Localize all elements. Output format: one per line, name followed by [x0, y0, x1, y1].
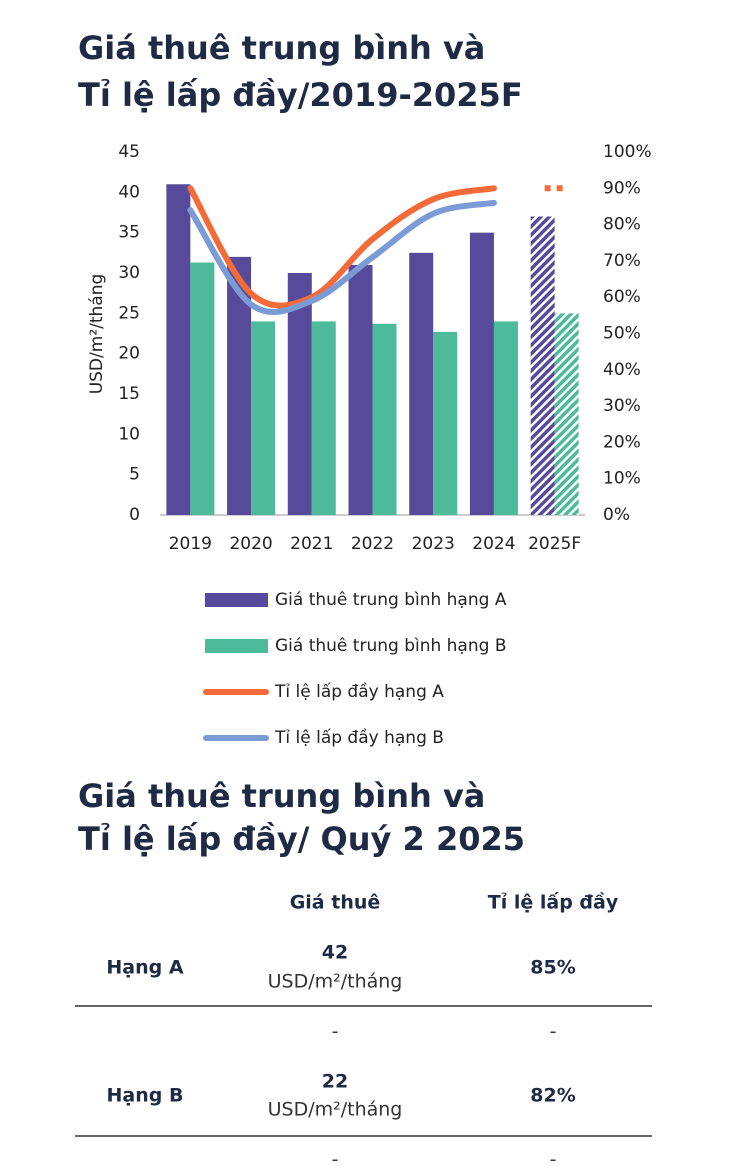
- y-tick-label: 45: [118, 142, 140, 162]
- line: [187, 199, 497, 315]
- chart-title: Tỉ lệ lấp đầy/2019-2025F: [78, 76, 523, 114]
- bar: [348, 264, 373, 515]
- rent-unit: USD/m²/tháng: [268, 1099, 403, 1121]
- y2-tick-label: 10%: [603, 469, 641, 489]
- legend-label: Giá thuê trung bình hạng A: [275, 590, 507, 610]
- bar: [409, 252, 434, 516]
- legend-label: Tỉ lệ lấp đầy hạng A: [274, 681, 444, 702]
- x-tick-label: 2022: [351, 534, 394, 554]
- rent-unit: USD/m²/tháng: [268, 971, 403, 993]
- chart-title: Giá thuê trung bình và: [78, 29, 485, 67]
- bar: [190, 262, 215, 515]
- x-tick-label: 2021: [290, 534, 333, 554]
- occupancy-value: 82%: [530, 1085, 575, 1107]
- y2-tick-label: 20%: [603, 432, 641, 452]
- row-label: Hạng A: [106, 957, 183, 979]
- occupancy-value: -: [550, 1149, 557, 1166]
- y-tick-label: 35: [118, 223, 140, 243]
- bar: [493, 321, 518, 515]
- y-tick-label: 10: [118, 424, 140, 444]
- bar: [433, 331, 458, 515]
- rent-value: 42: [322, 942, 348, 964]
- x-tick-label: 2020: [229, 534, 272, 554]
- y-tick-label: 0: [129, 505, 140, 525]
- line: [187, 185, 497, 309]
- bar: [287, 273, 312, 515]
- bar: [311, 321, 336, 515]
- x-tick-label: 2024: [472, 534, 515, 554]
- y-tick-label: 40: [118, 182, 140, 202]
- y-tick-label: 15: [118, 384, 140, 404]
- bar: [372, 323, 397, 515]
- y2-tick-label: 50%: [603, 324, 641, 344]
- legend-swatch: [205, 593, 268, 607]
- y-tick-label: 5: [129, 465, 140, 485]
- rent-value: -: [332, 1021, 339, 1043]
- y-tick-label: 30: [118, 263, 140, 283]
- y-tick-label: 20: [118, 344, 140, 364]
- y2-tick-label: 80%: [603, 215, 641, 235]
- x-tick-label: 2025F: [528, 534, 581, 554]
- bar: [166, 184, 191, 515]
- y2-tick-label: 70%: [603, 251, 641, 271]
- table-title: Giá thuê trung bình và: [78, 777, 485, 815]
- y2-tick-label: 30%: [603, 396, 641, 416]
- legend-label: Tỉ lệ lấp đầy hạng B: [274, 727, 444, 748]
- rent-value: 22: [322, 1071, 348, 1093]
- y2-tick-label: 60%: [603, 287, 641, 307]
- bar: [554, 313, 579, 515]
- y2-tick-label: 40%: [603, 360, 641, 380]
- occupancy-value: 85%: [530, 957, 575, 979]
- table-title: Tỉ lệ lấp đầy/ Quý 2 2025: [78, 820, 525, 858]
- bar: [251, 321, 276, 515]
- bar: [469, 232, 494, 515]
- legend-label: Giá thuê trung bình hạng B: [275, 636, 506, 656]
- column-header: Giá thuê: [290, 892, 381, 914]
- y2-tick-label: 100%: [603, 142, 652, 162]
- x-tick-label: 2023: [412, 534, 455, 554]
- y-axis-label: USD/m²/tháng: [87, 274, 107, 395]
- y-tick-label: 25: [118, 303, 140, 323]
- legend-swatch: [205, 639, 268, 653]
- column-header: Tỉ lệ lấp đầy: [488, 891, 619, 914]
- x-tick-label: 2019: [169, 534, 212, 554]
- rent-value: -: [332, 1149, 339, 1166]
- row-label: Hạng B: [107, 1085, 184, 1107]
- y2-tick-label: 90%: [603, 178, 641, 198]
- y2-tick-label: 0%: [603, 505, 630, 525]
- occupancy-value: -: [550, 1021, 557, 1043]
- bar: [530, 216, 555, 516]
